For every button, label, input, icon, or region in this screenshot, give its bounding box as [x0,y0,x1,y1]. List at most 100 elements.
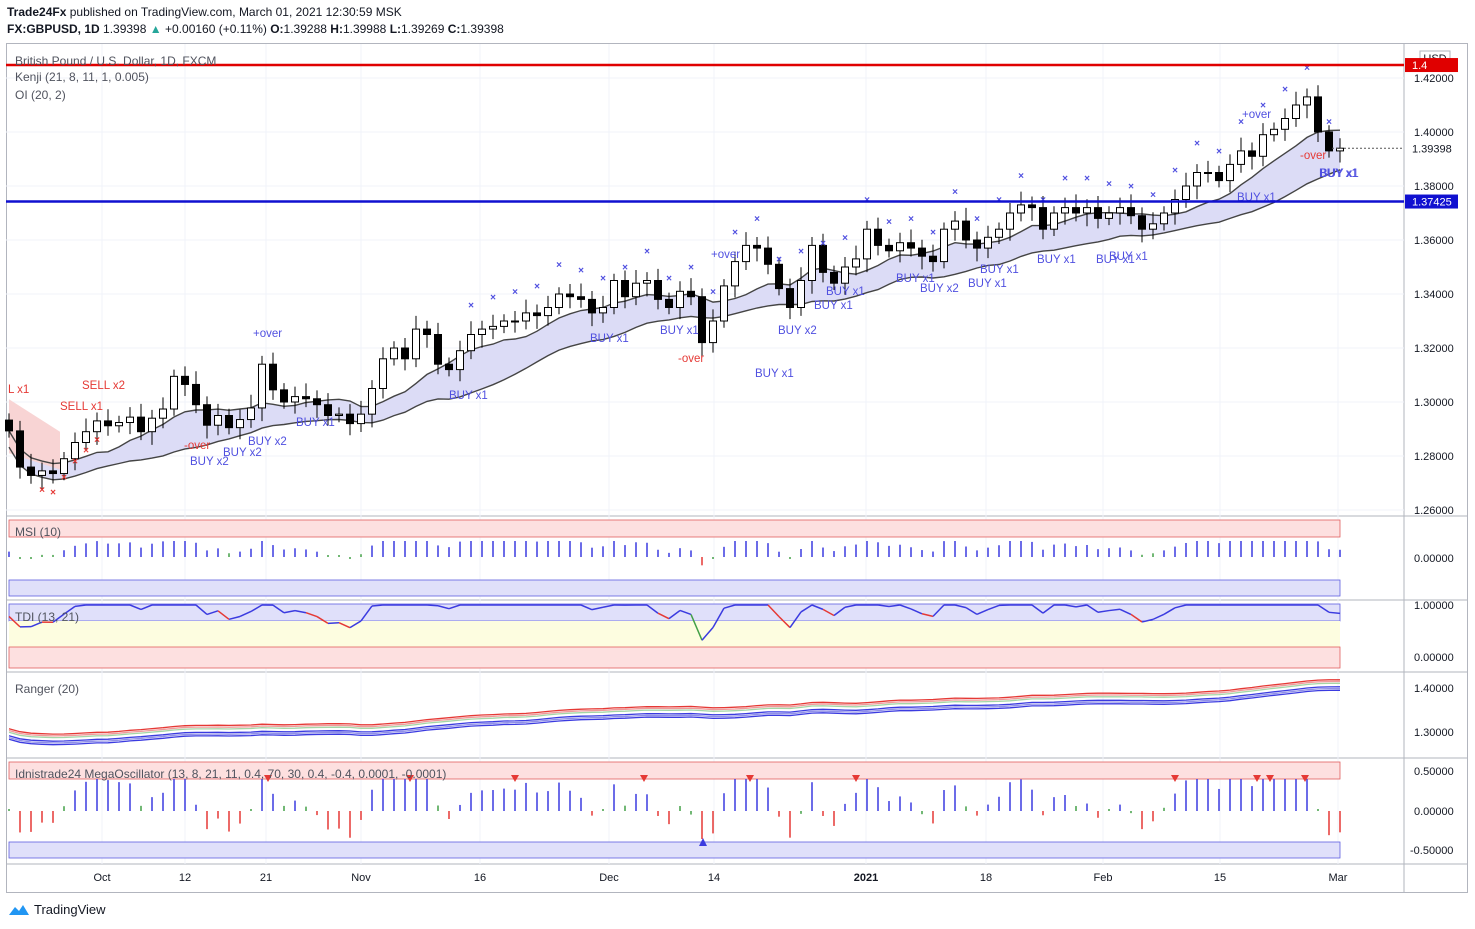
candle-body [82,431,90,444]
candle-body [1303,96,1311,106]
buy-marker: × [1304,63,1310,74]
tdi-segment [52,613,65,623]
signal-label: BUY x1 [814,300,853,312]
main-title: British Pound / U.S. Dollar, 1D, FXCM [15,54,216,68]
support-badge-label: 1.37425 [1412,197,1452,209]
buy-marker: × [930,228,936,239]
tdi-segment [30,621,43,628]
candle-body [1226,163,1234,182]
buy-marker: × [1194,139,1200,150]
buy-marker: × [710,287,716,298]
low-value: 1.39269 [401,22,445,36]
buy-marker: × [600,274,606,285]
tdi-segment [1086,604,1099,613]
time-tick: 2021 [854,872,878,884]
tdi-segment [877,604,890,608]
candle-body [412,328,420,360]
kenji-title: Kenji (21, 8, 11, 1, 0.005) [15,70,149,84]
buy-marker: × [820,238,826,249]
time-tick: 16 [474,872,486,884]
buy-marker: × [1260,101,1266,112]
ranger-line [8,679,1340,735]
candle-body [291,396,299,403]
candle-body [93,420,101,433]
buy-marker: × [534,282,540,293]
candle-body [1182,185,1190,200]
kenji-band [8,129,1341,481]
candle-body [1094,207,1102,219]
signal-label: BUY x1 [590,333,629,345]
buy-marker: × [1326,117,1332,128]
mega-top-marker [1171,775,1179,782]
candle-body [467,334,475,352]
candle-body [973,239,981,249]
buy-marker: × [1106,179,1112,190]
tdi-segment [833,606,846,617]
buy-marker: × [578,265,584,276]
buy-marker: × [512,287,518,298]
candle-body [907,242,915,249]
symbol-label: FX:GBPUSD, 1D [7,22,100,36]
tdi-tick-low: 0.00000 [1414,652,1454,664]
support-badge [1405,194,1458,209]
signal-label: BUY x1 [980,264,1019,276]
candle-body [841,266,849,284]
tdi-segment [712,607,725,628]
candle-body [170,375,178,410]
buy-marker: × [886,217,892,228]
tdi-segment [1130,613,1143,623]
candle-body [918,247,926,257]
buy-marker: × [1172,166,1178,177]
tdi-title: TDI (13, 21) [15,610,79,624]
tradingview-brand[interactable]: TradingView [8,902,106,917]
time-tick: Dec [599,872,619,884]
tdi-segment [811,604,824,611]
tdi-segment [140,604,153,611]
sell-marker: × [83,446,89,457]
buy-marker: × [776,255,782,266]
tdi-segment [74,604,87,608]
tdi-segment [63,605,76,615]
candle-body [555,293,563,308]
price-axis[interactable]: 1.42000 1.40000 1.38000 1.36000 1.34000 1.320… [1414,73,1454,517]
time-tick: 21 [260,872,272,884]
tdi-segment [1108,608,1121,612]
candle-body [808,244,816,281]
tdi-mid-zone [9,621,1340,647]
candle-body [104,420,112,427]
candle-body [951,220,959,230]
candle-body [280,389,288,403]
candle-body [258,363,266,409]
price-tick: 1.30000 [1414,397,1454,409]
signal-label: BUY x2 [223,447,262,459]
candle-body [346,413,354,425]
price-tick: 1.42000 [1414,73,1454,85]
candle-body [500,320,508,327]
candle-body [522,312,530,322]
signal-label: BUY x2 [190,456,229,468]
candle-body [16,430,24,468]
signal-label: BUY x1 [826,286,865,298]
buy-marker: × [556,260,562,271]
signal-label: BUY x1 [1096,254,1135,266]
tdi-segment [657,612,670,620]
candle-body [423,328,431,336]
candle-body [621,280,629,298]
tdi-segment [1163,607,1176,615]
buy-marker: × [1084,174,1090,185]
time-axis[interactable]: Oct 12 21 Nov 16 Dec 14 2021 18 Feb 15 Mar [93,872,1347,884]
close-label: C: [447,22,461,36]
open-value: 1.39288 [283,22,327,36]
candle-body [1314,96,1322,133]
time-tick: 14 [708,872,720,884]
candle-body [819,244,827,273]
buy-marker: × [754,214,760,225]
candle-body [1171,199,1179,214]
sell-marker: × [61,473,67,484]
signal-label: BUY x1 [755,368,794,380]
buy-marker: × [1282,85,1288,96]
candle-body [269,363,277,391]
mega-tick-low: -0.50000 [1410,845,1453,857]
candle-body [511,320,519,323]
